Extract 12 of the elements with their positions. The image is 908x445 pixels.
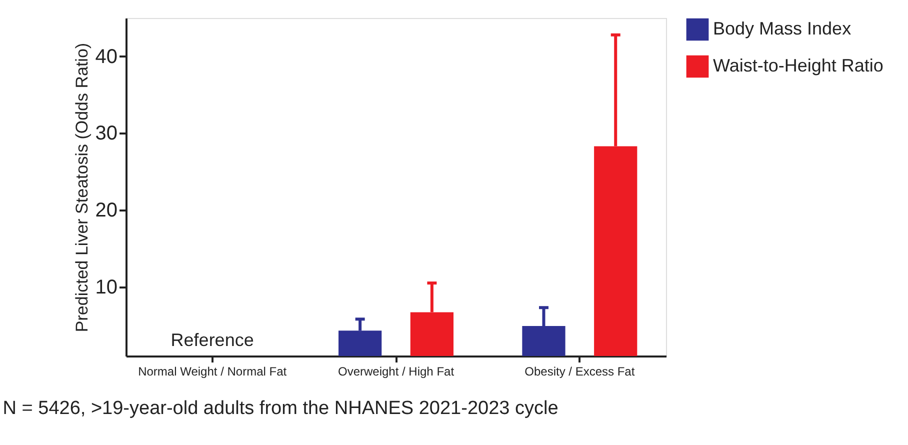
x-tick-label: Overweight / High Fat [338, 364, 455, 378]
y-axis-title: Predicted Liver Steatosis (Odds Ratio) [72, 42, 92, 332]
text: N = 5426, >19-year-old adults from the NHANES 2021-2023 cycle [2, 398, 558, 419]
x-tick-label: Obesity / Excess Fat [524, 364, 636, 378]
annotation: Reference [170, 330, 254, 350]
y-tick-label: 10 [95, 276, 118, 298]
y-tick-label: 30 [95, 122, 118, 145]
legend-label: Body Mass Index [713, 18, 852, 38]
legend-label: Waist-to-Height Ratio [713, 56, 884, 76]
y-tick-label: 40 [95, 46, 118, 68]
y-tick-label: 20 [95, 200, 118, 222]
x-tick-label: Normal Weight / Normal Fat [138, 364, 288, 378]
